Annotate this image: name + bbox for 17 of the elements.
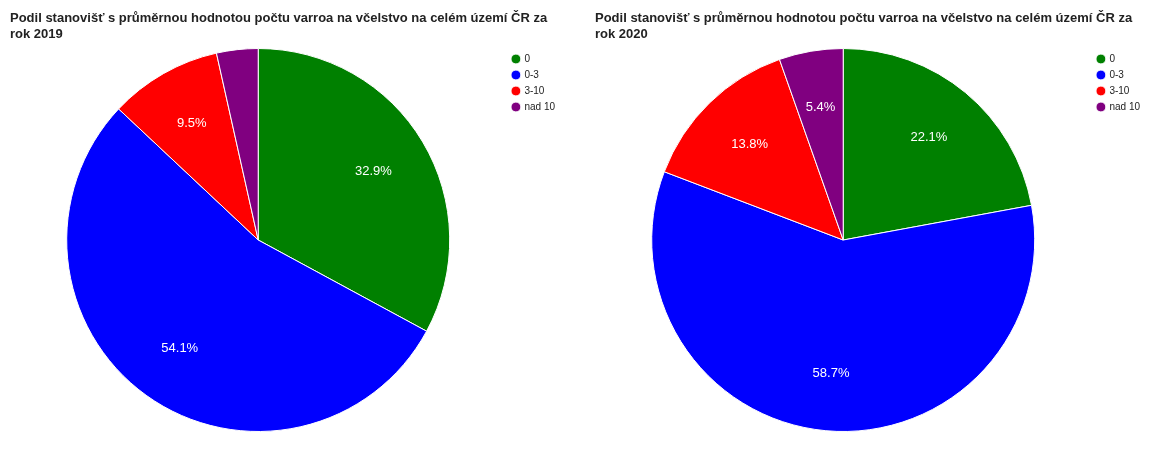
legend-label: 3-10: [524, 84, 545, 96]
data-label: 9.5%: [176, 115, 208, 131]
data-label: 13.8%: [731, 135, 769, 151]
legend-label: nad 10: [524, 100, 556, 112]
data-label: 32.9%: [354, 162, 393, 178]
legend-label: 0: [524, 52, 531, 64]
chart-title: Podil stanovišť s průměrnou hodnotou počtu varroa na včelstvo na celém území ČR za rok 2019: [10, 10, 549, 42]
legend-label: 0-3: [1109, 68, 1125, 80]
data-label: 58.7%: [812, 365, 850, 381]
data-label: 22.1%: [910, 128, 948, 144]
legend-label: nad 10: [1109, 100, 1141, 112]
data-label: 5.4%: [805, 99, 836, 115]
chart-title: Podil stanovišť s průměrnou hodnotou počtu varroa na včelstvo na celém území ČR za rok 2020: [595, 10, 1134, 42]
legend-label: 0-3: [524, 68, 540, 80]
data-label: 54.1%: [161, 340, 199, 356]
legend-label: 3-10: [1109, 84, 1130, 96]
legend-label: 0: [1109, 52, 1116, 64]
